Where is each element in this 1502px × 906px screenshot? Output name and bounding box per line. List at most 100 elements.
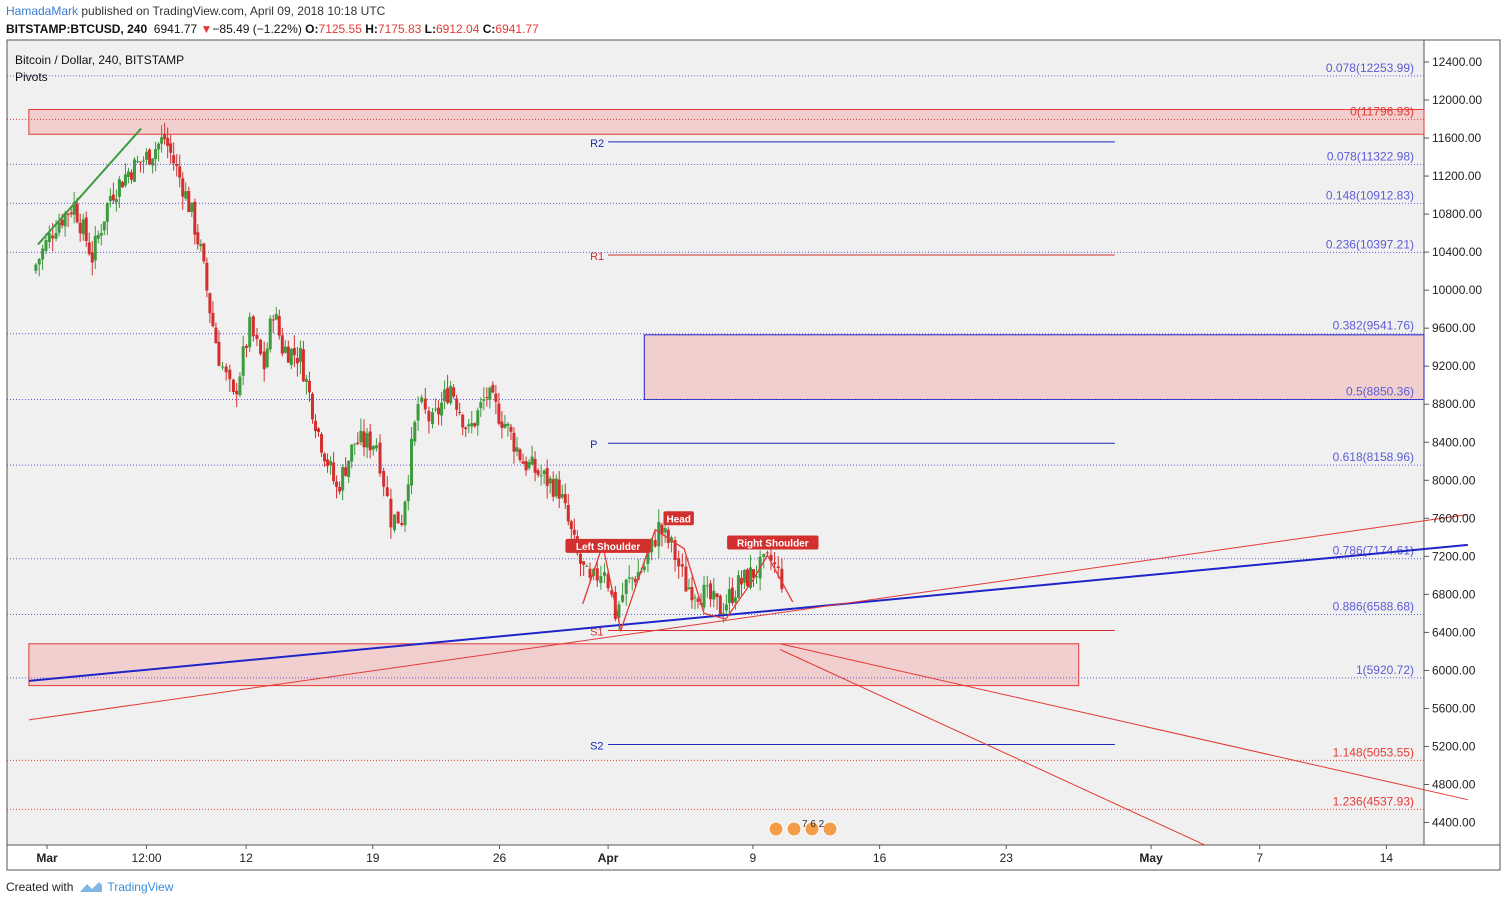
price-tick-label: 10000.00 bbox=[1432, 283, 1482, 297]
candle-body bbox=[400, 523, 404, 526]
pivot-label-r1: R1 bbox=[590, 251, 604, 263]
indicator-name[interactable]: Pivots bbox=[15, 70, 48, 84]
price-tick-label: 11200.00 bbox=[1432, 169, 1481, 183]
candle-body bbox=[139, 161, 143, 163]
candle-body bbox=[461, 414, 465, 428]
candle-body bbox=[93, 236, 97, 261]
candle-body bbox=[353, 443, 357, 445]
last-price: 6941.77 bbox=[153, 22, 198, 36]
candle-body bbox=[742, 570, 746, 583]
candle-body bbox=[458, 411, 462, 413]
candle-body bbox=[224, 366, 228, 373]
candle-body bbox=[310, 393, 314, 420]
candle-body bbox=[396, 511, 400, 524]
candle-body bbox=[96, 234, 100, 239]
candle-body bbox=[452, 387, 456, 397]
author-name[interactable]: HamadaMark bbox=[6, 4, 79, 18]
candle-body bbox=[63, 212, 67, 227]
candle-body bbox=[509, 426, 513, 432]
candle-body bbox=[752, 569, 756, 579]
candle-body bbox=[368, 431, 372, 451]
price-tick-label: 8400.00 bbox=[1432, 435, 1476, 449]
fib-level-label: 0.618(8158.96) bbox=[1333, 450, 1414, 464]
time-tick-label: 14 bbox=[1380, 851, 1394, 865]
event-flag-icon bbox=[786, 821, 802, 837]
time-axis bbox=[6, 844, 1501, 871]
candle-body bbox=[320, 434, 324, 453]
candle-body bbox=[51, 235, 55, 239]
candle-body bbox=[298, 348, 302, 362]
candle-body bbox=[548, 478, 552, 484]
candle-body bbox=[479, 402, 483, 409]
trendline-0 bbox=[28, 543, 1468, 682]
candle-body bbox=[536, 470, 540, 475]
candle-body bbox=[184, 191, 188, 199]
head-shoulders-pattern bbox=[582, 528, 794, 633]
candle-body bbox=[211, 313, 215, 327]
pivot-label-r2: R2 bbox=[590, 138, 604, 150]
time-tick-label: 19 bbox=[366, 851, 380, 865]
candle-body bbox=[557, 479, 561, 499]
candle-body bbox=[554, 478, 558, 497]
chart-symbol-title[interactable]: Bitcoin / Dollar, 240, BITSTAMP bbox=[15, 53, 185, 67]
candle-body bbox=[217, 341, 221, 366]
candle-body bbox=[81, 219, 85, 235]
candle-body bbox=[482, 399, 486, 401]
candle-body bbox=[721, 612, 725, 614]
candle-body bbox=[157, 143, 161, 150]
candle-body bbox=[745, 569, 749, 587]
price-tick-label: 4400.00 bbox=[1432, 816, 1476, 830]
candle-body bbox=[687, 587, 691, 590]
candle-body bbox=[521, 461, 525, 464]
candle-body bbox=[145, 151, 149, 160]
candle-body bbox=[382, 470, 386, 487]
candle-body bbox=[47, 232, 51, 243]
time-tick-label: 7 bbox=[1256, 851, 1263, 865]
time-tick-label: 23 bbox=[1000, 851, 1014, 865]
price-change: −85.49 (−1.22%) bbox=[212, 22, 302, 36]
candle-body bbox=[120, 181, 124, 188]
candle-body bbox=[485, 397, 489, 399]
candle-body bbox=[44, 240, 48, 251]
pattern-label-2: Right Shoulder bbox=[737, 539, 809, 550]
candle-body bbox=[335, 481, 339, 487]
candle-body bbox=[190, 202, 194, 212]
time-tick-label: 12 bbox=[239, 851, 253, 865]
candle-body bbox=[765, 552, 769, 554]
candle-body bbox=[108, 196, 112, 202]
candle-body bbox=[663, 528, 667, 533]
fib-level-label: 0.886(6588.68) bbox=[1333, 599, 1414, 613]
candle-body bbox=[680, 564, 684, 567]
candle-body bbox=[323, 453, 327, 462]
candle-body bbox=[389, 498, 393, 528]
candle-body bbox=[317, 428, 320, 433]
candle-body bbox=[78, 222, 82, 234]
candle-body bbox=[518, 449, 522, 461]
candle-body bbox=[440, 402, 444, 416]
candle-body bbox=[560, 494, 564, 498]
candle-body bbox=[512, 432, 516, 452]
candle-body bbox=[690, 586, 694, 601]
pattern-label-bg-0 bbox=[565, 538, 651, 553]
event-flag-icon bbox=[822, 821, 838, 837]
candle-body bbox=[142, 160, 146, 162]
pivot-label-s2: S2 bbox=[590, 741, 603, 753]
candle-body bbox=[268, 318, 272, 350]
candle-body bbox=[660, 524, 664, 535]
candle-body bbox=[578, 553, 582, 564]
candle-body bbox=[542, 470, 546, 475]
candle-body bbox=[494, 393, 498, 402]
candle-body bbox=[524, 461, 528, 471]
candle-body bbox=[413, 421, 417, 442]
candle-body bbox=[292, 348, 296, 356]
candle-body bbox=[277, 316, 281, 336]
tradingview-brand[interactable]: TradingView bbox=[107, 880, 174, 894]
candle-body bbox=[259, 339, 263, 354]
candle-body bbox=[666, 529, 670, 544]
candle-body bbox=[684, 566, 688, 592]
candle-body bbox=[202, 243, 206, 262]
candle-body bbox=[410, 438, 414, 486]
candle-body bbox=[60, 219, 64, 226]
open-value: 7125.55 bbox=[318, 22, 362, 36]
